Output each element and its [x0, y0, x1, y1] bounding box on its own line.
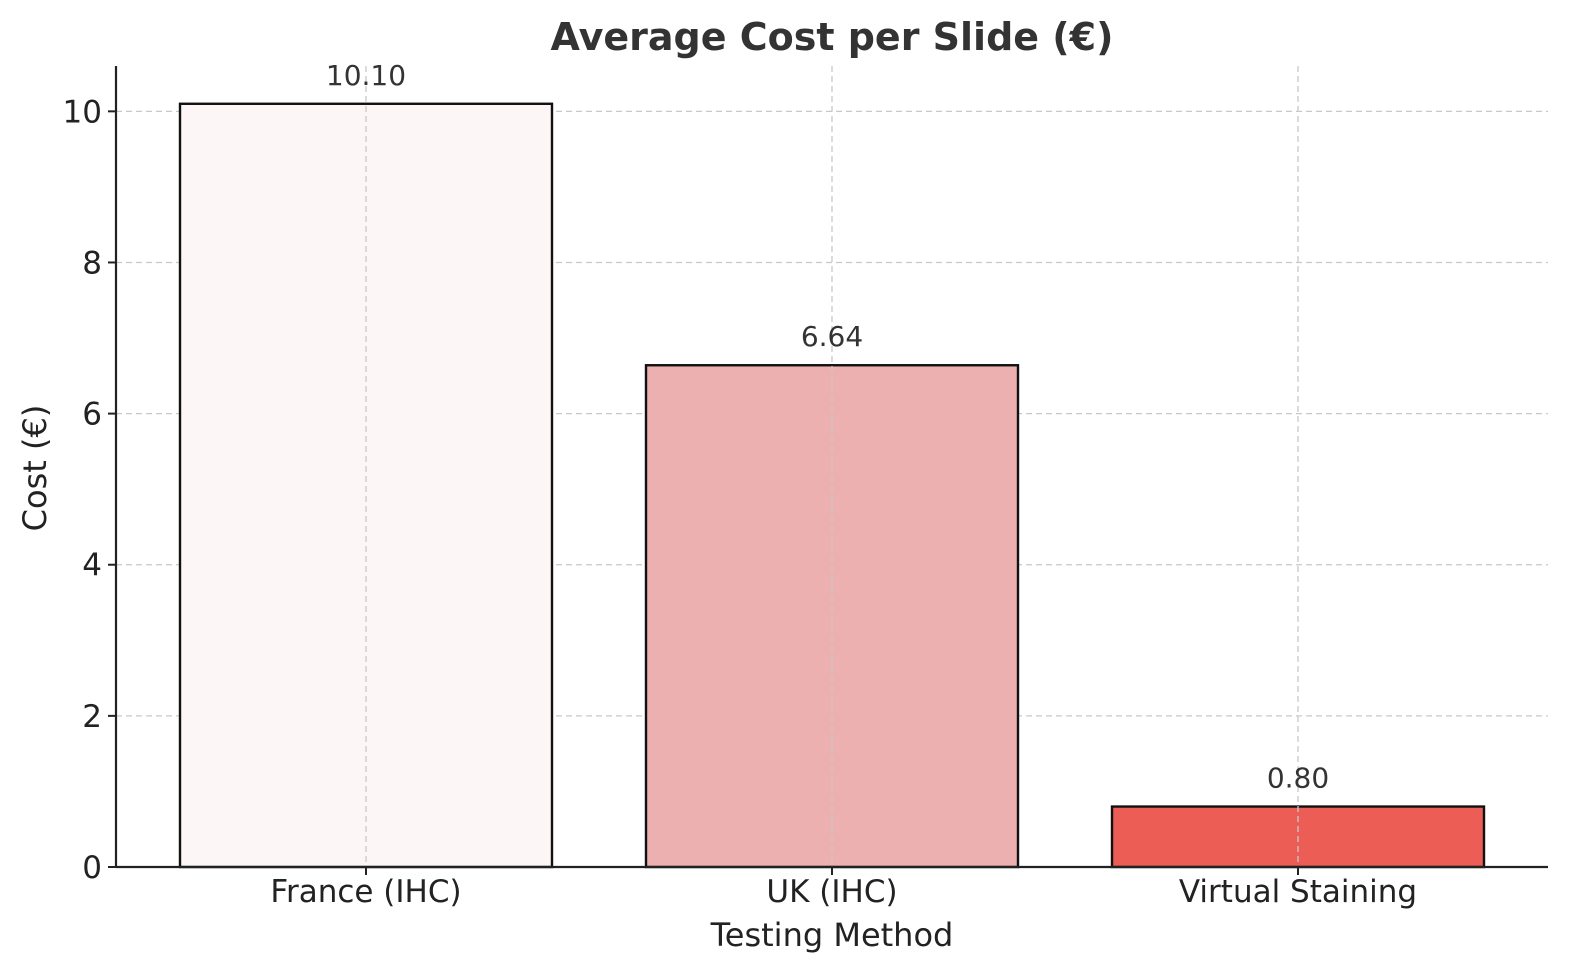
- y-tick-label: 4: [82, 548, 102, 584]
- bar-value-label: 10.10: [326, 59, 406, 92]
- x-tick-label: UK (IHC): [766, 874, 897, 910]
- bar-value-label: 0.80: [1267, 762, 1329, 795]
- data-labels: 10.10 6.64 0.80: [326, 59, 1329, 795]
- x-tick-label: France (IHC): [270, 874, 461, 910]
- x-tick-label: Virtual Staining: [1179, 874, 1417, 910]
- y-tick-label: 8: [82, 245, 102, 281]
- y-axis-label: Cost (€): [16, 405, 54, 532]
- x-axis-label: Testing Method: [710, 916, 954, 954]
- y-tick-label: 10: [63, 94, 102, 130]
- chart-title: Average Cost per Slide (€): [551, 15, 1114, 59]
- bars: [178, 66, 1486, 869]
- bar-value-label: 6.64: [801, 320, 863, 353]
- ticks: 0 2 4 6 8 10 France (IHC) UK (IHC) Virtual Stain…: [63, 94, 1418, 910]
- y-tick-label: 6: [82, 397, 102, 433]
- y-tick-label: 2: [82, 699, 102, 735]
- y-tick-label: 0: [82, 850, 102, 886]
